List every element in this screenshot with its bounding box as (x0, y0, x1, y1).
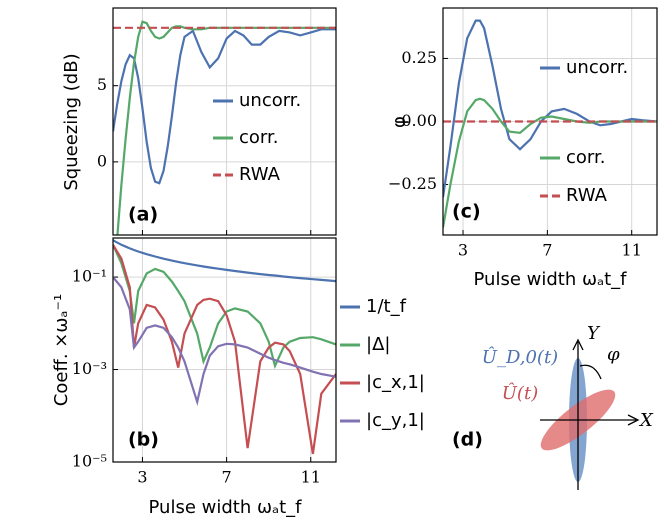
legend-label: |c_y,1| (366, 410, 425, 431)
y-tick-label: 0.25 (401, 48, 437, 67)
frame (112, 7, 337, 236)
legend-label: uncorr. (239, 90, 301, 111)
series-group (443, 19, 657, 228)
series-line (443, 19, 657, 198)
legend-label: corr. (239, 127, 278, 148)
y-axis-label: Squeezing (dB) (61, 53, 82, 190)
x-arrow-head (627, 414, 640, 426)
y-arrow-head (572, 338, 584, 351)
panel-label: (b) (128, 429, 159, 451)
panel: 3 7 11 10⁻¹ 10⁻³ 10⁻⁵ 1/t_f |Δ| |c_x,1| |c_y,1| Co… (51, 237, 425, 518)
x-tick-label: 3 (458, 241, 468, 260)
x-tick-label: 7 (222, 468, 232, 487)
panel: 3 7 11 −0.25 0.00 0.25 uncorr. corr. RWA φ Pulse w… (388, 7, 658, 290)
panel-label: (c) (452, 201, 481, 223)
x-tick-label: 11 (301, 468, 321, 487)
y-tick-label: 0.00 (401, 111, 437, 130)
y-tick-label: 10⁻³ (72, 359, 107, 378)
x-tick-label: 11 (622, 241, 642, 260)
frame (112, 237, 337, 463)
series-line (113, 244, 336, 370)
y-tick-label: 5 (97, 75, 107, 94)
series-line (113, 276, 336, 407)
x-axis-label: Pulse width ωₐt_f (149, 497, 303, 518)
x-axis-label: X (638, 410, 654, 431)
angle-label: φ (607, 344, 620, 365)
y-tick-label: 0 (97, 151, 107, 170)
legend-label: RWA (566, 185, 608, 206)
panel-label: (a) (128, 204, 158, 226)
frame (442, 7, 658, 236)
legend-label: |Δ| (366, 334, 390, 355)
blue-label: Û_D,0(t) (482, 345, 558, 368)
series-line (113, 239, 336, 283)
panel-label: (d) (452, 429, 483, 451)
x-axis-label: Pulse width ωₐt_f (474, 269, 628, 290)
angle-arc (579, 364, 602, 380)
series-line (113, 28, 336, 185)
series-group (113, 20, 336, 235)
legend-label: 1/t_f (366, 296, 407, 317)
y-tick-label: −0.25 (388, 174, 437, 193)
series-group (113, 239, 336, 455)
panel: 0 5 uncorr. corr. RWA Squeezing (dB) (a) (61, 7, 337, 236)
legend-label: |c_x,1| (366, 372, 425, 393)
legend-label: uncorr. (566, 57, 628, 78)
legend-label: RWA (239, 164, 281, 185)
legend-label: corr. (566, 147, 605, 168)
y-axis-label: Y (587, 323, 601, 344)
y-axis-label: Coeff. ×ωₐ⁻¹ (51, 294, 72, 406)
y-tick-label: 10⁻¹ (72, 267, 107, 286)
diagram-d: Y X φ Û_D,0(t) Û(t) (d) (452, 323, 654, 490)
y-tick-label: 10⁻⁵ (72, 452, 107, 471)
red-label: Û(t) (502, 381, 538, 404)
series-line (113, 244, 336, 455)
x-tick-label: 3 (137, 468, 147, 487)
x-tick-label: 7 (542, 241, 552, 260)
y-axis-label: φ (389, 116, 410, 128)
